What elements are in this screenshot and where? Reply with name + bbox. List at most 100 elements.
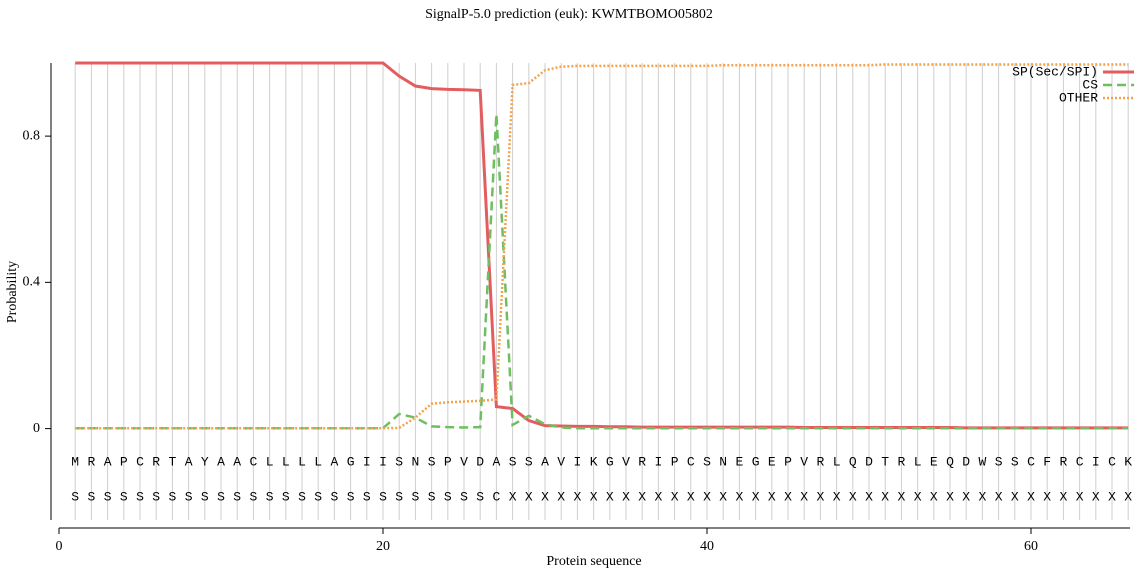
residue-label: S xyxy=(428,489,436,504)
residue-label: X xyxy=(752,489,760,504)
residue-label: X xyxy=(509,489,517,504)
residue-label: S xyxy=(104,489,112,504)
residue-label: X xyxy=(849,489,857,504)
residue: S xyxy=(395,454,403,469)
residue: N xyxy=(411,454,419,469)
residue-label: S xyxy=(201,489,209,504)
residue-label: X xyxy=(671,489,679,504)
residue-label: X xyxy=(1076,489,1084,504)
legend-label: SP(Sec/SPI) xyxy=(1012,64,1098,79)
residue: A xyxy=(233,454,241,469)
residue: E xyxy=(735,454,743,469)
residue-label: S xyxy=(460,489,468,504)
residue-label: S xyxy=(314,489,322,504)
residue: A xyxy=(541,454,549,469)
residue: D xyxy=(865,454,873,469)
residue: C xyxy=(136,454,144,469)
residue-label: X xyxy=(784,489,792,504)
residue-label: X xyxy=(978,489,986,504)
residue-label: X xyxy=(622,489,630,504)
residue: A xyxy=(104,454,112,469)
residue: D xyxy=(476,454,484,469)
residue: P xyxy=(120,454,128,469)
residue: P xyxy=(444,454,452,469)
residue: L xyxy=(914,454,922,469)
residue-label: S xyxy=(266,489,274,504)
residue: C xyxy=(1027,454,1035,469)
residue-label: S xyxy=(379,489,387,504)
residue: R xyxy=(87,454,95,469)
residue: L xyxy=(298,454,306,469)
residue-label: X xyxy=(687,489,695,504)
residue-label: X xyxy=(1011,489,1019,504)
x-tick-label: 60 xyxy=(1024,539,1038,554)
residue-label: X xyxy=(1092,489,1100,504)
y-axis-label: Probability xyxy=(5,261,20,323)
residue: R xyxy=(897,454,905,469)
residue: S xyxy=(703,454,711,469)
residue-label: S xyxy=(395,489,403,504)
residue: P xyxy=(784,454,792,469)
residue: R xyxy=(816,454,824,469)
residue: C xyxy=(249,454,257,469)
residue: I xyxy=(1092,454,1100,469)
residue: V xyxy=(622,454,630,469)
residue: K xyxy=(1124,454,1132,469)
residue: K xyxy=(590,454,598,469)
residue: Q xyxy=(946,454,954,469)
residue: I xyxy=(654,454,662,469)
x-tick-label: 0 xyxy=(56,539,63,554)
residue-label: S xyxy=(120,489,128,504)
series-line xyxy=(75,63,1129,430)
residue-label: X xyxy=(557,489,565,504)
residue: S xyxy=(995,454,1003,469)
residue-label: S xyxy=(217,489,225,504)
residue-label: X xyxy=(816,489,824,504)
residue-label: X xyxy=(573,489,581,504)
residue-label: X xyxy=(1043,489,1051,504)
legend-label: CS xyxy=(1082,77,1098,92)
x-axis-label: Protein sequence xyxy=(546,554,641,569)
residue: S xyxy=(428,454,436,469)
x-tick-label: 20 xyxy=(376,539,390,554)
residue-label: X xyxy=(768,489,776,504)
residue-label: X xyxy=(703,489,711,504)
residue: N xyxy=(719,454,727,469)
residue: L xyxy=(833,454,841,469)
residue: E xyxy=(768,454,776,469)
residue: S xyxy=(509,454,517,469)
residue-label: S xyxy=(233,489,241,504)
residue: A xyxy=(217,454,225,469)
residue: A xyxy=(185,454,193,469)
residue: Y xyxy=(201,454,209,469)
residue: F xyxy=(1043,454,1051,469)
residue-label: S xyxy=(87,489,95,504)
residue-label: X xyxy=(865,489,873,504)
residue: G xyxy=(347,454,355,469)
residue-label: S xyxy=(444,489,452,504)
residue-label: X xyxy=(590,489,598,504)
residue: I xyxy=(363,454,371,469)
residue-label: X xyxy=(995,489,1003,504)
residue: I xyxy=(379,454,387,469)
residue-label: X xyxy=(654,489,662,504)
residue: E xyxy=(930,454,938,469)
residue: P xyxy=(671,454,679,469)
residue-label: S xyxy=(168,489,176,504)
residue: R xyxy=(1059,454,1067,469)
residue-label: X xyxy=(541,489,549,504)
y-tick-label: 0 xyxy=(33,421,40,436)
residue: W xyxy=(978,454,986,469)
residue-label: X xyxy=(525,489,533,504)
residue: G xyxy=(752,454,760,469)
residue-label: X xyxy=(1059,489,1067,504)
residue: T xyxy=(881,454,889,469)
residue: V xyxy=(800,454,808,469)
series-line xyxy=(75,61,1129,430)
legend-label: OTHER xyxy=(1059,90,1098,105)
residue-label: X xyxy=(1027,489,1035,504)
residue: Q xyxy=(849,454,857,469)
residue: R xyxy=(152,454,160,469)
